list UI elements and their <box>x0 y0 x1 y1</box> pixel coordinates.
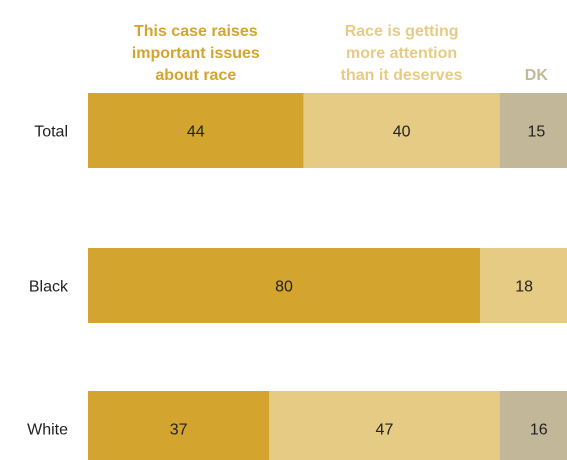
category-labels: Total Black White <box>27 124 69 439</box>
bar-segment-white-series-1 <box>88 391 270 460</box>
bar-segment-total-series-3 <box>499 93 567 168</box>
category-label-black: Black <box>29 279 69 296</box>
legend-series-2-line-2: more attention <box>346 45 457 62</box>
value-labels: 44401580182374716 <box>170 124 548 439</box>
bar-segment-black-series-1 <box>88 248 480 323</box>
value-label-white-series-1: 37 <box>170 422 188 439</box>
legend-series-1-line-1: This case raises <box>134 23 258 40</box>
bar-segment-white-series-3 <box>499 391 567 460</box>
legend-series-3-line-1: DK <box>525 67 549 84</box>
legend-series-1-line-3: about race <box>155 67 236 84</box>
legend-series-2-line-1: Race is getting <box>345 23 459 40</box>
bar-segment-white-series-2 <box>269 391 500 460</box>
bar-segment-total-series-1 <box>88 93 304 168</box>
value-label-total-series-3: 15 <box>527 124 545 141</box>
value-label-total-series-1: 44 <box>187 124 205 141</box>
value-label-white-series-3: 16 <box>530 422 548 439</box>
legend-series-2-line-3: than it deserves <box>341 67 463 84</box>
value-label-total-series-2: 40 <box>393 124 411 141</box>
value-label-black-series-2: 18 <box>515 279 533 296</box>
bar-segment-total-series-2 <box>303 93 500 168</box>
legend-series-1-line-2: important issues <box>132 45 260 62</box>
legend: This case raises important issues about ra… <box>132 23 549 84</box>
bars <box>88 93 567 460</box>
category-label-white: White <box>27 422 68 439</box>
value-label-white-series-2: 47 <box>376 422 394 439</box>
category-label-total: Total <box>34 124 68 141</box>
value-label-black-series-1: 80 <box>275 279 293 296</box>
bar-segment-black-series-2 <box>480 248 567 323</box>
